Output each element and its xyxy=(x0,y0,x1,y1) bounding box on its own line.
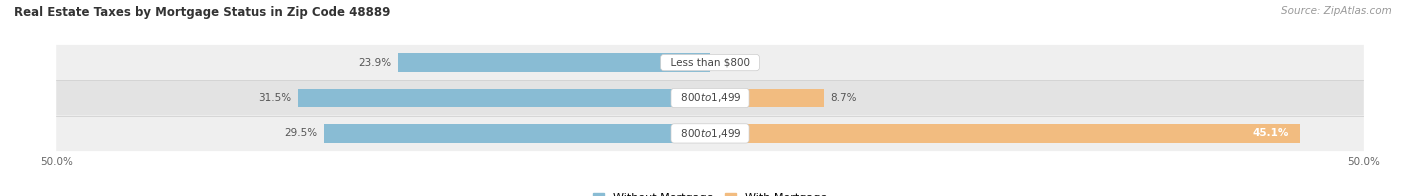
Bar xyxy=(710,124,1299,143)
Text: Less than $800: Less than $800 xyxy=(664,58,756,68)
FancyBboxPatch shape xyxy=(56,45,1364,80)
Text: 8.7%: 8.7% xyxy=(831,93,856,103)
Bar xyxy=(325,124,710,143)
Text: 23.9%: 23.9% xyxy=(359,58,391,68)
Text: Source: ZipAtlas.com: Source: ZipAtlas.com xyxy=(1281,6,1392,16)
Text: 45.1%: 45.1% xyxy=(1253,128,1289,138)
Text: 0.0%: 0.0% xyxy=(717,58,742,68)
Text: 29.5%: 29.5% xyxy=(284,128,318,138)
Text: $800 to $1,499: $800 to $1,499 xyxy=(673,127,747,140)
Bar xyxy=(298,89,710,107)
Bar xyxy=(710,89,824,107)
Legend: Without Mortgage, With Mortgage: Without Mortgage, With Mortgage xyxy=(589,189,831,196)
Text: Real Estate Taxes by Mortgage Status in Zip Code 48889: Real Estate Taxes by Mortgage Status in … xyxy=(14,6,391,19)
FancyBboxPatch shape xyxy=(56,80,1364,116)
Text: $800 to $1,499: $800 to $1,499 xyxy=(673,92,747,104)
FancyBboxPatch shape xyxy=(56,116,1364,151)
Text: 31.5%: 31.5% xyxy=(259,93,291,103)
Bar xyxy=(398,53,710,72)
